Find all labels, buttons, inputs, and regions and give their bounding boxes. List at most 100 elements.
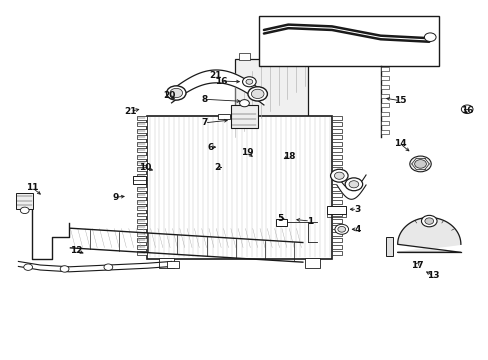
- Bar: [136, 232, 147, 236]
- Bar: [331, 155, 341, 158]
- Text: 1: 1: [306, 217, 313, 226]
- Text: 16: 16: [214, 77, 227, 86]
- Circle shape: [348, 181, 358, 188]
- Bar: [380, 94, 388, 98]
- Bar: [305, 257, 319, 267]
- Bar: [136, 167, 147, 171]
- Bar: [238, 53, 250, 60]
- Bar: [331, 225, 341, 229]
- Bar: [380, 85, 388, 89]
- Bar: [136, 219, 147, 223]
- Bar: [136, 245, 147, 249]
- Bar: [291, 53, 303, 60]
- Circle shape: [245, 79, 252, 84]
- Bar: [230, 105, 257, 128]
- Text: 6: 6: [207, 143, 213, 152]
- Text: 2: 2: [214, 163, 221, 172]
- Bar: [136, 200, 147, 203]
- Text: 21: 21: [124, 107, 136, 116]
- Bar: [331, 206, 341, 210]
- Bar: [331, 122, 341, 126]
- Bar: [331, 129, 341, 133]
- Circle shape: [24, 264, 32, 270]
- Bar: [331, 219, 341, 223]
- Bar: [136, 174, 147, 178]
- Bar: [331, 180, 341, 184]
- Circle shape: [60, 266, 69, 272]
- Text: 4: 4: [353, 225, 360, 234]
- Bar: [331, 251, 341, 255]
- Bar: [331, 167, 341, 171]
- Bar: [159, 257, 174, 267]
- Circle shape: [460, 105, 472, 113]
- Circle shape: [334, 224, 348, 234]
- Bar: [136, 206, 147, 210]
- Bar: [331, 245, 341, 249]
- Bar: [136, 129, 147, 133]
- Bar: [136, 238, 147, 242]
- Bar: [136, 212, 147, 216]
- Text: 20: 20: [163, 91, 175, 100]
- Text: 3: 3: [353, 205, 360, 214]
- Bar: [331, 212, 341, 216]
- Bar: [136, 116, 147, 120]
- Circle shape: [330, 169, 347, 182]
- Bar: [259, 16, 438, 66]
- Polygon shape: [397, 217, 460, 252]
- Bar: [380, 103, 388, 107]
- Text: 17: 17: [410, 261, 423, 270]
- Bar: [136, 187, 147, 191]
- Bar: [136, 161, 147, 165]
- Text: 21: 21: [209, 71, 221, 80]
- Bar: [331, 232, 341, 236]
- Bar: [331, 238, 341, 242]
- Text: 9: 9: [112, 193, 119, 202]
- Circle shape: [424, 33, 435, 41]
- Bar: [380, 67, 388, 71]
- Bar: [331, 193, 341, 197]
- Text: 13: 13: [426, 271, 439, 280]
- Bar: [166, 261, 179, 267]
- Bar: [136, 148, 147, 152]
- Bar: [136, 155, 147, 158]
- Bar: [331, 142, 341, 146]
- Bar: [16, 193, 33, 208]
- Circle shape: [414, 159, 426, 168]
- Bar: [326, 206, 345, 213]
- Bar: [136, 225, 147, 229]
- Circle shape: [337, 226, 345, 232]
- Bar: [380, 130, 388, 134]
- Polygon shape: [385, 237, 392, 256]
- Bar: [380, 76, 388, 80]
- Bar: [136, 122, 147, 126]
- Circle shape: [239, 100, 249, 107]
- Bar: [147, 116, 331, 258]
- Text: 10: 10: [139, 163, 151, 172]
- Circle shape: [170, 88, 182, 98]
- Bar: [331, 187, 341, 191]
- Bar: [136, 135, 147, 139]
- Bar: [234, 59, 307, 137]
- Bar: [136, 142, 147, 146]
- Bar: [331, 148, 341, 152]
- Circle shape: [247, 87, 267, 101]
- Bar: [331, 116, 341, 120]
- Circle shape: [424, 218, 433, 224]
- Circle shape: [251, 89, 264, 99]
- Bar: [331, 161, 341, 165]
- Circle shape: [20, 207, 29, 213]
- Text: 16: 16: [460, 106, 472, 115]
- Bar: [136, 180, 147, 184]
- Bar: [136, 251, 147, 255]
- Text: 7: 7: [201, 118, 207, 127]
- Circle shape: [345, 178, 362, 191]
- Circle shape: [166, 86, 185, 100]
- Circle shape: [421, 215, 436, 227]
- Text: 8: 8: [201, 95, 207, 104]
- Text: 18: 18: [283, 152, 295, 161]
- Bar: [331, 174, 341, 178]
- Text: 15: 15: [393, 96, 406, 105]
- Bar: [276, 219, 286, 226]
- Text: 5: 5: [277, 214, 283, 223]
- Circle shape: [104, 264, 113, 270]
